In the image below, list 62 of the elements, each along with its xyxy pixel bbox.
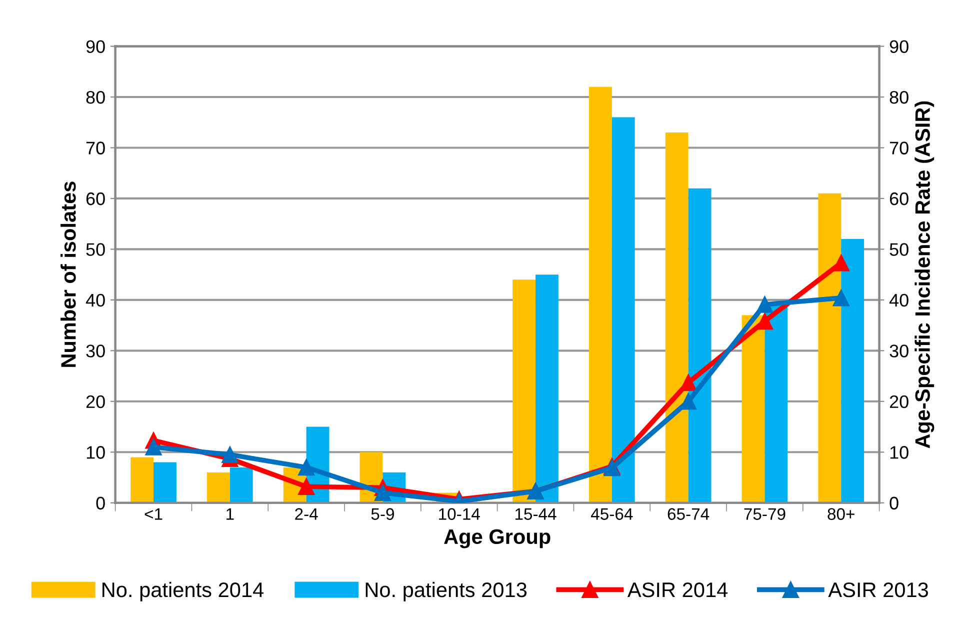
point [832,254,850,272]
x-tick-label: <1 [144,508,162,520]
x-tick-label: 10-14 [439,508,480,520]
point [374,484,392,502]
point [298,459,315,476]
bar [688,188,712,503]
point [756,312,774,330]
y2-tick-label: 40 [889,294,908,307]
x-tick-label: 65-74 [668,508,710,520]
y2-tick-label: 30 [890,344,908,358]
point [832,290,850,306]
x-tick-label: 45-64 [590,508,633,520]
legend-label: No. patients 2013 [366,582,527,602]
y-tick-label: 20 [86,395,105,408]
bar [154,462,176,503]
x-tick-label: 75-79 [744,508,786,520]
y-tick-label: 70 [86,142,105,154]
y-tick-label: 0 [96,496,105,510]
y2-tick-label: 10 [890,446,908,459]
y-tick-label: 50 [86,243,105,256]
y-tick-label: 90 [86,40,105,53]
y-tick-label: 80 [86,90,105,104]
point [298,478,315,495]
x-tick-label: 80+ [828,508,854,520]
y2-tick-label: 0 [890,496,898,510]
point [222,446,238,463]
x-tick-label: 1 [226,508,234,520]
bar [742,315,765,503]
bar [764,305,788,503]
bar [818,193,842,503]
x-axis-title: Age Group [444,529,550,548]
y2-tick-label: 20 [890,395,908,408]
point [680,374,697,391]
y-tick-label: 40 [86,294,105,307]
bar [512,280,536,503]
bar [230,467,253,503]
y2-tick-label: 80 [890,90,908,104]
y2-tick-label: 90 [890,40,908,53]
bar [612,117,635,503]
point [604,460,620,476]
bar [841,239,864,503]
y-tick-label: 10 [86,446,105,459]
y2-axis-title: Age-Specific Incidence Rate (ASIR) [914,101,934,448]
point [145,438,162,456]
point [756,296,774,313]
legend-label: ASIR 2014 [627,582,728,598]
y-tick-label: 30 [86,344,105,358]
y2-tick-label: 70 [890,142,908,154]
x-tick-label: 5-9 [371,508,394,520]
x-tick-label: 15-44 [515,508,556,520]
y-tick-label: 60 [86,192,105,206]
bar [130,457,154,503]
y-axis-title: Number of isolates [60,182,76,367]
bar [536,274,558,503]
x-tick-label: 2-4 [295,508,318,520]
y2-tick-label: 60 [890,192,908,206]
bar [207,472,230,503]
legend-label: No. patients 2014 [102,582,264,602]
y2-tick-label: 50 [890,243,908,256]
bar [665,132,688,503]
legend-label: ASIR 2013 [828,582,928,598]
bar [588,86,612,503]
